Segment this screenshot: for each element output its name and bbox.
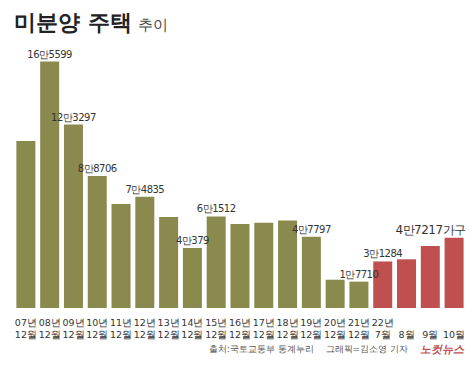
svg-text:1만7710: 1만7710 xyxy=(340,269,379,280)
svg-text:12월: 12월 xyxy=(277,329,299,340)
svg-text:12월: 12월 xyxy=(134,329,156,340)
svg-text:10월: 10월 xyxy=(443,329,465,340)
svg-text:12월: 12월 xyxy=(86,329,108,340)
svg-text:14년: 14년 xyxy=(181,317,203,328)
svg-text:12월: 12월 xyxy=(348,329,370,340)
svg-text:12월: 12월 xyxy=(181,329,203,340)
svg-text:12년: 12년 xyxy=(134,317,156,328)
svg-text:12월: 12월 xyxy=(253,329,275,340)
svg-text:9월: 9월 xyxy=(422,329,438,340)
svg-text:3만1284: 3만1284 xyxy=(363,248,402,259)
svg-text:08년: 08년 xyxy=(39,317,61,328)
svg-text:07년: 07년 xyxy=(15,317,37,328)
svg-text:12월: 12월 xyxy=(300,329,322,340)
svg-text:12월: 12월 xyxy=(324,329,346,340)
html-text:노컷뉴스: 노컷뉴스 xyxy=(420,343,464,356)
svg-text:13년: 13년 xyxy=(158,317,180,328)
svg-text:18년: 18년 xyxy=(277,317,299,328)
svg-text:12만3297: 12만3297 xyxy=(51,112,96,123)
svg-text:7월: 7월 xyxy=(375,329,391,340)
svg-text:12월: 12월 xyxy=(110,329,132,340)
svg-text:17년: 17년 xyxy=(253,317,275,328)
svg-text:20년: 20년 xyxy=(324,317,346,328)
svg-text:12월: 12월 xyxy=(62,329,84,340)
svg-text:16만5599: 16만5599 xyxy=(27,49,72,60)
svg-text:22년: 22년 xyxy=(372,317,394,328)
html-text:그래픽=김소영 기자: 그래픽=김소영 기자 xyxy=(325,344,408,354)
svg-text:6만1512: 6만1512 xyxy=(197,203,236,214)
svg-text:4만7217가구: 4만7217가구 xyxy=(395,223,465,237)
svg-text:15년: 15년 xyxy=(205,317,227,328)
svg-text:12월: 12월 xyxy=(229,329,251,340)
svg-text:8월: 8월 xyxy=(399,329,415,340)
html-text:미분양 주택 추이: 미분양 주택 추이 xyxy=(14,10,168,35)
svg-text:19년: 19년 xyxy=(300,317,322,328)
svg-text:12월: 12월 xyxy=(39,329,61,340)
svg-text:12월: 12월 xyxy=(205,329,227,340)
svg-text:4만7797: 4만7797 xyxy=(292,224,331,235)
svg-text:10년: 10년 xyxy=(86,317,108,328)
svg-text:12월: 12월 xyxy=(15,329,37,340)
svg-text:4만379: 4만379 xyxy=(176,235,209,246)
svg-text:09년: 09년 xyxy=(62,317,84,328)
svg-text:12월: 12월 xyxy=(158,329,180,340)
svg-text:7만4835: 7만4835 xyxy=(125,184,164,195)
svg-text:16년: 16년 xyxy=(229,317,251,328)
svg-text:8만8706: 8만8706 xyxy=(78,163,117,174)
html-text:출처:국토교통부 통계누리: 출처:국토교통부 통계누리 xyxy=(208,344,314,354)
svg-text:21년: 21년 xyxy=(348,317,370,328)
svg-text:11년: 11년 xyxy=(110,317,132,328)
